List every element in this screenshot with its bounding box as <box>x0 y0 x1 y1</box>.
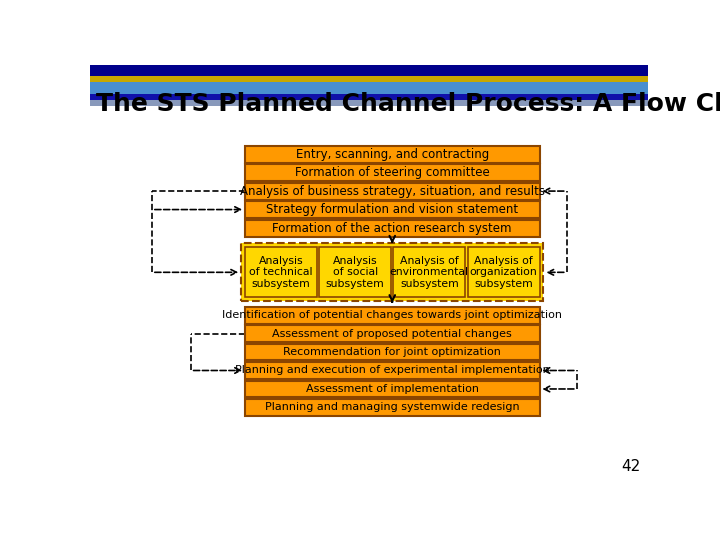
Text: Recommendation for joint optimization: Recommendation for joint optimization <box>283 347 501 357</box>
Text: Analysis of
environmental
subsystem: Analysis of environmental subsystem <box>390 256 469 289</box>
FancyBboxPatch shape <box>467 247 539 298</box>
FancyBboxPatch shape <box>319 247 391 298</box>
Text: The STS Planned Channel Process: A Flow Chart: The STS Planned Channel Process: A Flow … <box>96 92 720 116</box>
Text: Analysis
of social
subsystem: Analysis of social subsystem <box>325 256 384 289</box>
Text: Formation of the action research system: Formation of the action research system <box>272 221 512 234</box>
FancyBboxPatch shape <box>245 362 539 379</box>
Text: Planning and execution of experimental implementation: Planning and execution of experimental i… <box>235 366 549 375</box>
Bar <box>90 100 648 106</box>
Text: Assessment of implementation: Assessment of implementation <box>306 384 479 394</box>
FancyBboxPatch shape <box>245 325 539 342</box>
FancyBboxPatch shape <box>245 146 539 163</box>
Text: Formation of steering committee: Formation of steering committee <box>295 166 490 179</box>
FancyBboxPatch shape <box>245 247 317 298</box>
FancyBboxPatch shape <box>393 247 465 298</box>
Text: Analysis of business strategy, situation, and results: Analysis of business strategy, situation… <box>240 185 545 198</box>
FancyBboxPatch shape <box>245 220 539 237</box>
Bar <box>90 65 648 76</box>
FancyBboxPatch shape <box>245 201 539 218</box>
FancyBboxPatch shape <box>245 183 539 200</box>
Text: Identification of potential changes towards joint optimization: Identification of potential changes towa… <box>222 310 562 320</box>
FancyBboxPatch shape <box>245 343 539 361</box>
FancyBboxPatch shape <box>245 399 539 416</box>
FancyBboxPatch shape <box>245 307 539 323</box>
Bar <box>90 94 648 100</box>
Text: Strategy formulation and vision statement: Strategy formulation and vision statemen… <box>266 203 518 216</box>
Text: Analysis of
organization
subsystem: Analysis of organization subsystem <box>469 256 537 289</box>
Bar <box>90 82 648 94</box>
Text: 42: 42 <box>621 460 640 475</box>
Text: Entry, scanning, and contracting: Entry, scanning, and contracting <box>296 147 489 160</box>
Text: Analysis
of technical
subsystem: Analysis of technical subsystem <box>249 256 312 289</box>
Text: Planning and managing systemwide redesign: Planning and managing systemwide redesig… <box>265 402 520 413</box>
FancyBboxPatch shape <box>245 164 539 181</box>
FancyBboxPatch shape <box>245 381 539 397</box>
Text: Assessment of proposed potential changes: Assessment of proposed potential changes <box>272 328 512 339</box>
FancyBboxPatch shape <box>241 244 544 301</box>
Bar <box>90 76 648 82</box>
